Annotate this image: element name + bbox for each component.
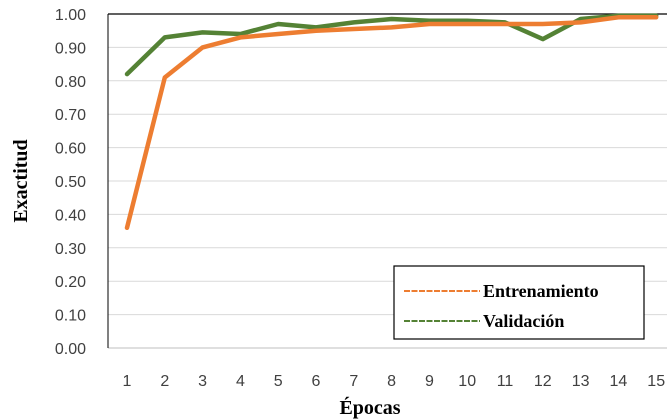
x-tick-label: 12 — [534, 373, 552, 390]
legend: Entrenamiento Validación — [393, 265, 645, 340]
y-tick-label: 0.40 — [55, 207, 86, 224]
x-tick-label: 6 — [312, 373, 321, 390]
x-tick-label: 2 — [160, 373, 169, 390]
y-tick-label: 0.90 — [55, 40, 86, 57]
y-tick-label: 0.80 — [55, 74, 86, 91]
y-tick-label: 0.60 — [55, 141, 86, 158]
y-tick-label: 0.00 — [55, 341, 86, 358]
y-tick-label: 0.50 — [55, 174, 86, 191]
series-line-validacion — [124, 13, 659, 77]
y-tick-label: 0.30 — [55, 241, 86, 258]
y-tick-label: 0.10 — [55, 308, 86, 325]
y-axis-title: Exactitud — [10, 139, 32, 222]
x-tick-label: 5 — [274, 373, 283, 390]
x-axis-title: Épocas — [339, 396, 400, 419]
x-tick-labels: 1 2 3 4 5 6 7 8 9 10 11 12 13 14 15 — [123, 373, 666, 390]
legend-label-validacion: Validación — [483, 311, 564, 331]
y-tick-label: 0.20 — [55, 274, 86, 291]
x-tick-label: 8 — [387, 373, 396, 390]
series-lines — [124, 13, 659, 231]
y-tick-labels: 0.00 0.10 0.20 0.30 0.40 0.50 0.60 0.70 0.80 0.90… — [55, 7, 86, 358]
y-tick-label: 0.70 — [55, 107, 86, 124]
x-tick-label: 11 — [497, 373, 514, 390]
x-tick-label: 9 — [425, 373, 434, 390]
x-tick-label: 13 — [572, 373, 590, 390]
x-tick-label: 4 — [236, 373, 245, 390]
x-tick-label: 7 — [349, 373, 358, 390]
x-tick-label: 15 — [647, 373, 665, 390]
x-tick-label: 1 — [123, 373, 132, 390]
legend-box — [393, 265, 645, 340]
legend-label-entrenamiento: Entrenamiento — [483, 281, 599, 301]
x-tick-label: 14 — [610, 373, 628, 390]
gridlines — [108, 46, 667, 349]
x-tick-label: 3 — [198, 373, 207, 390]
series-line-entrenamiento — [124, 15, 659, 231]
x-tick-label: 10 — [458, 373, 476, 390]
y-tick-label: 1.00 — [55, 7, 86, 24]
